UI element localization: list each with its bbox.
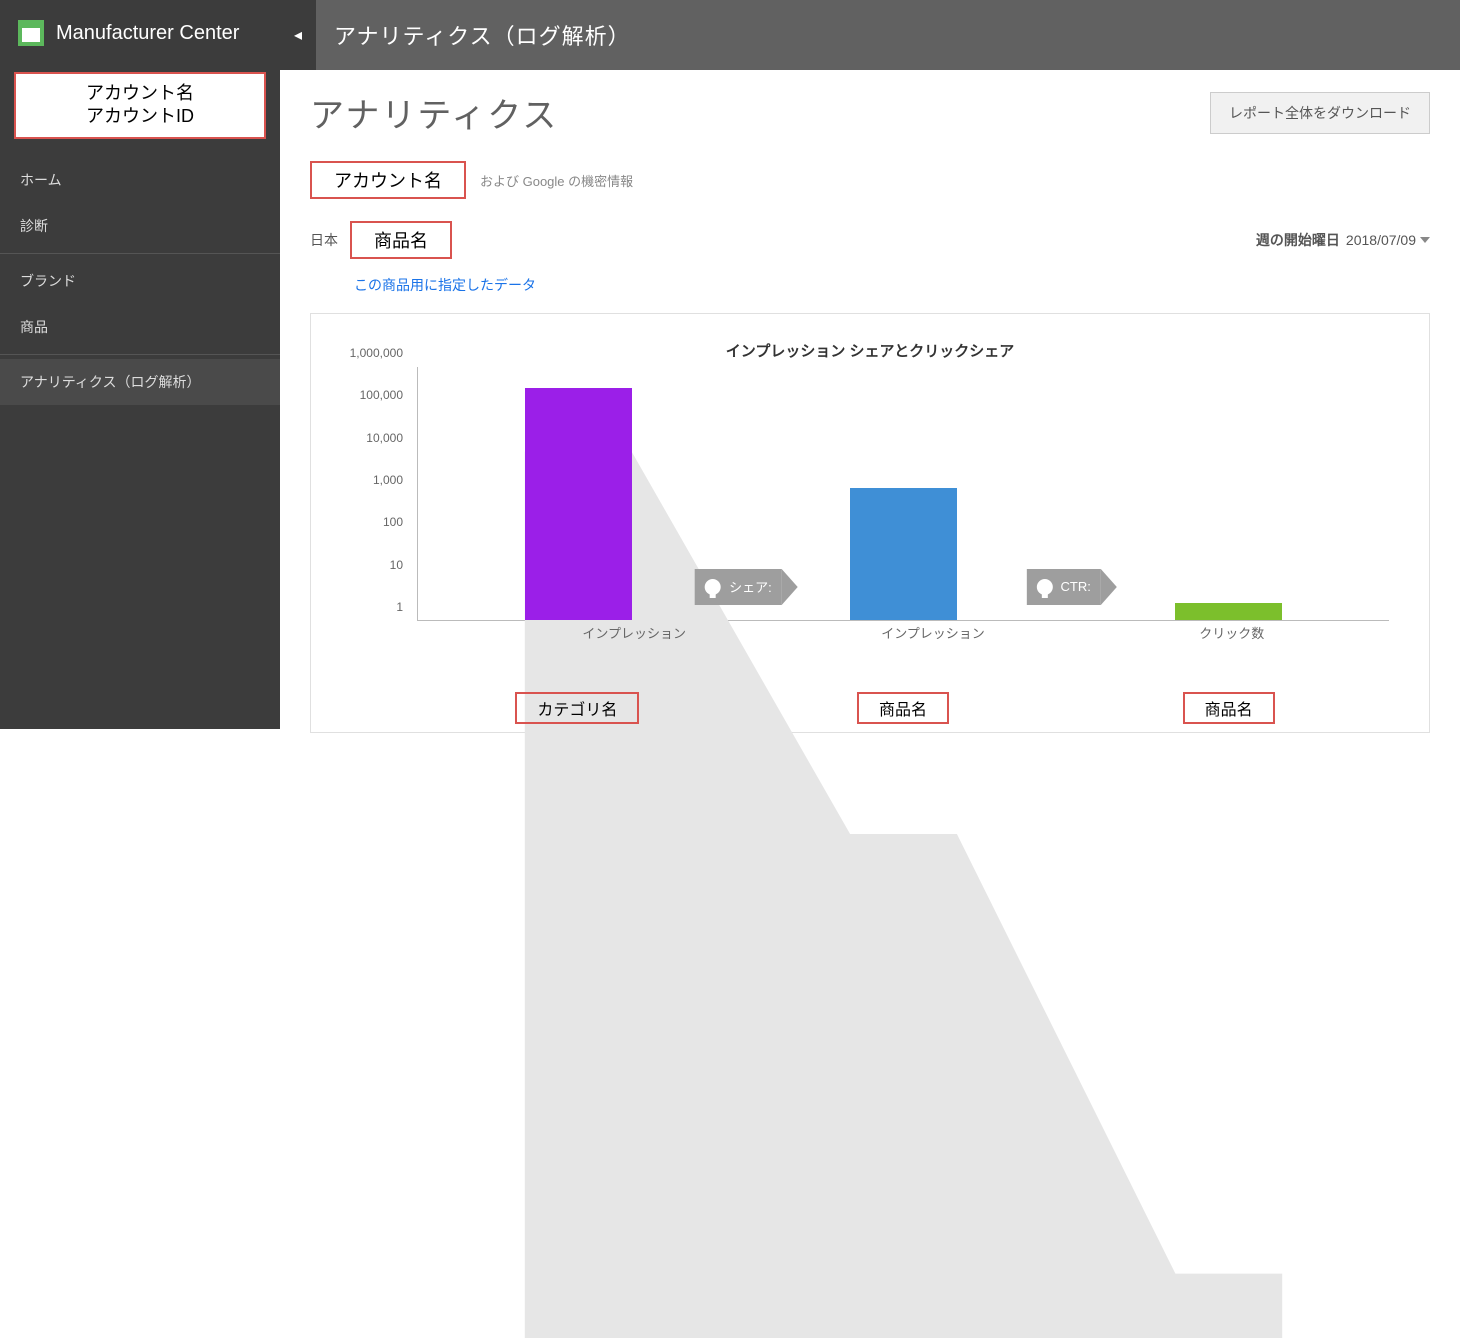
account-name-label: アカウント名 [26,82,254,105]
y-tick-label: 1 [337,600,403,614]
sidebar-brand: Manufacturer Center [0,0,280,66]
account-row: アカウント名 および Google の機密情報 [310,161,1430,199]
y-tick-label: 1,000,000 [337,346,403,360]
product-row-left: 日本 商品名 [310,221,452,259]
chevron-left-icon: ◂ [294,25,302,45]
y-axis: 1101001,00010,000100,0001,000,000 [341,367,407,647]
topbar: ◂ アナリティクス（ログ解析） [280,0,1460,70]
product-data-link[interactable]: この商品用に指定したデータ [354,275,1430,295]
chart-title: インプレッション シェアとクリックシェア [341,340,1399,361]
chart-stage: シェア: CTR: [417,367,1389,621]
y-tick-label: 100 [337,515,403,529]
download-button-label: レポート全体をダウンロード [1229,105,1411,121]
sidebar-item-brand[interactable]: ブランド [0,258,280,304]
account-info-box: アカウント名 アカウントID [14,72,266,139]
under-label-box: カテゴリ名 [515,692,639,724]
chart-bar [850,488,957,620]
chart-callout: CTR: [1027,569,1101,605]
x-axis-label: インプレッション [881,623,985,642]
confidential-note: および Google の機密情報 [480,171,633,190]
sidebar-item-analytics[interactable]: アナリティクス（ログ解析） [0,359,280,405]
bulb-icon [705,579,721,595]
sidebar-item-home[interactable]: ホーム [0,157,280,203]
product-row: 日本 商品名 週の開始曜日 2018/07/09 [310,221,1430,259]
date-value: 2018/07/09 [1346,232,1416,248]
account-name-box: アカウント名 [310,161,466,199]
x-axis-label: クリック数 [1199,623,1264,642]
callout-label: シェア: [729,577,772,596]
chart-area: 1101001,00010,000100,0001,000,000 シェア:CT… [411,367,1389,647]
sidebar-item-label: アナリティクス（ログ解析） [20,374,200,390]
sidebar-item-label: ブランド [20,273,76,289]
date-selector[interactable]: 週の開始曜日 2018/07/09 [1256,230,1430,250]
under-label-box: 商品名 [857,692,949,724]
sidebar-separator [0,354,280,355]
callout-label: CTR: [1061,579,1091,594]
sidebar-item-label: 診断 [20,218,48,234]
country-label: 日本 [310,230,338,250]
chart-callout: シェア: [695,569,782,605]
sidebar-item-diagnostics[interactable]: 診断 [0,203,280,249]
sidebar-separator [0,253,280,254]
bulb-icon [1037,579,1053,595]
page-header: アナリティクス レポート全体をダウンロード [310,88,1430,137]
under-label-boxes: カテゴリ名商品名商品名 [417,692,1389,720]
x-axis-label: インプレッション [582,623,686,642]
date-label: 週の開始曜日 [1256,230,1340,250]
sidebar-item-label: ホーム [20,172,62,188]
chart-bar [525,388,632,620]
chevron-down-icon [1420,237,1430,243]
content: アナリティクス レポート全体をダウンロード アカウント名 および Google … [280,70,1460,733]
product-data-link-label: この商品用に指定したデータ [354,277,536,293]
y-tick-label: 100,000 [337,388,403,402]
account-id-label: アカウントID [26,105,254,128]
sidebar-item-label: 商品 [20,319,48,335]
brand-icon [18,20,44,46]
brand-label: Manufacturer Center [56,22,239,45]
under-label-box: 商品名 [1183,692,1275,724]
topbar-title: アナリティクス（ログ解析） [334,19,631,51]
y-tick-label: 10,000 [337,431,403,445]
product-name-box: 商品名 [350,221,452,259]
sidebar: Manufacturer Center アカウント名 アカウントID ホーム 診… [0,0,280,729]
chart-card: インプレッション シェアとクリックシェア 1101001,00010,00010… [310,313,1430,733]
main-area: ◂ アナリティクス（ログ解析） アナリティクス レポート全体をダウンロード アカ… [280,0,1460,729]
page-title: アナリティクス [310,88,558,137]
sidebar-collapse-button[interactable]: ◂ [280,0,316,70]
y-tick-label: 1,000 [337,473,403,487]
sidebar-item-products[interactable]: 商品 [0,304,280,350]
chart-bar [1175,603,1282,620]
download-report-button[interactable]: レポート全体をダウンロード [1210,92,1430,134]
x-axis-labels: インプレッション インプレッション クリック数 [487,623,1379,647]
y-tick-label: 10 [337,558,403,572]
